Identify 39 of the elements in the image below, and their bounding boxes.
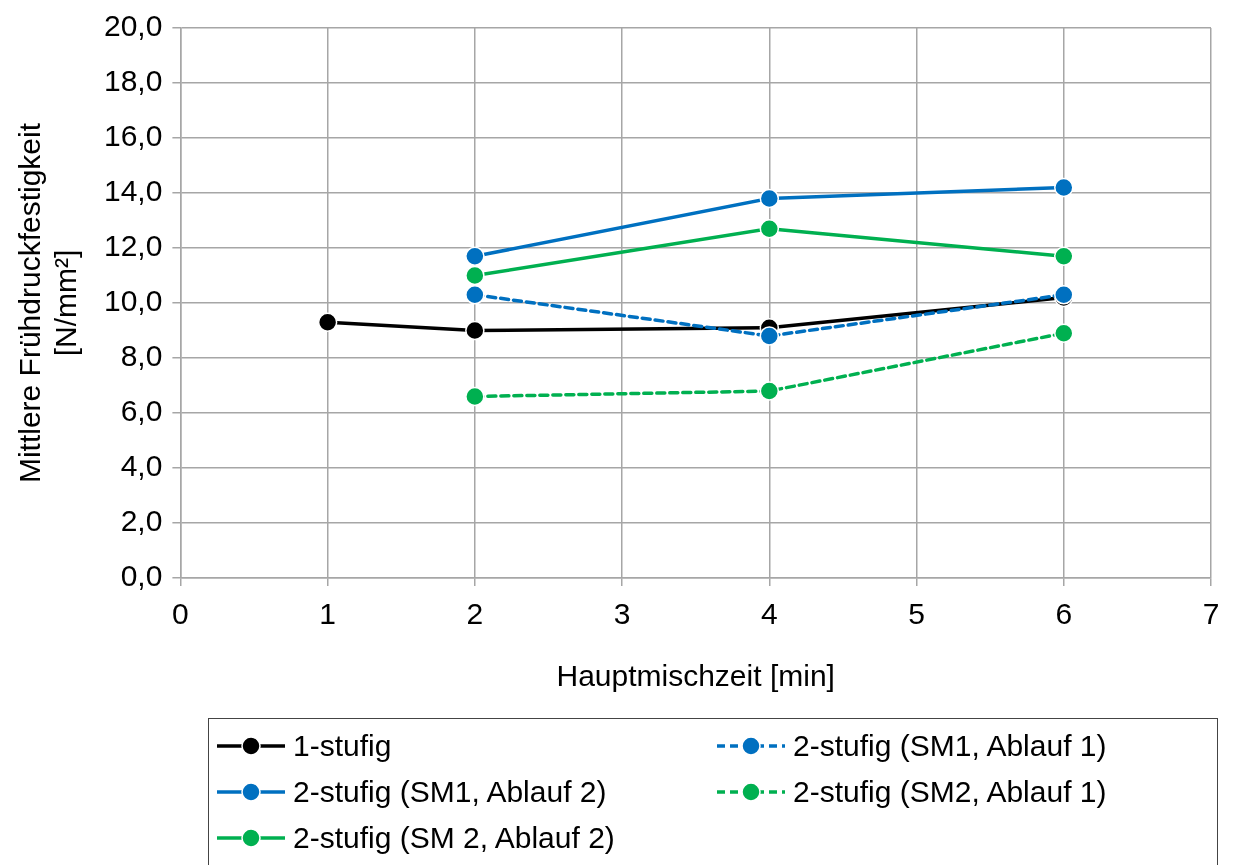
- y-tick-label: 14,0: [104, 174, 163, 208]
- x-tick-label: 7: [1202, 597, 1220, 631]
- y-tick-label: 4,0: [120, 449, 163, 483]
- point: [317, 312, 338, 332]
- point: [1054, 323, 1074, 343]
- point: [465, 320, 485, 341]
- legend-label: 2-stufig (SM1, Ablauf 1): [793, 729, 1107, 763]
- point: [465, 265, 485, 286]
- point: [1054, 246, 1074, 266]
- y-tick-label: 20,0: [104, 9, 163, 43]
- point: [759, 188, 780, 209]
- y-tick-label: 12,0: [104, 229, 163, 263]
- x-tick-label: 4: [760, 597, 778, 631]
- y-tick-label: 2,0: [120, 504, 163, 538]
- x-tick-label: 2: [466, 597, 484, 631]
- y-tick-label: 18,0: [104, 64, 163, 98]
- y-tick-label: 6,0: [120, 394, 163, 428]
- x-tick-label: 0: [172, 597, 189, 631]
- point: [465, 386, 485, 407]
- legend-label: 2-stufig (SM 2, Ablauf 2): [293, 821, 615, 855]
- point: [465, 285, 485, 305]
- y-tick-label: 16,0: [104, 119, 163, 153]
- legend-label: 2-stufig (SM1, Ablauf 2): [293, 775, 607, 809]
- y-axis-title: Mittlere Frühdruckfestigkeit [N/mm²]: [13, 122, 83, 484]
- x-tick-label: 5: [908, 597, 925, 631]
- x-axis-title: Hauptmischzeit [min]: [556, 659, 835, 693]
- x-tick-label: 1: [319, 597, 336, 631]
- point: [759, 326, 780, 346]
- x-tick-label: 3: [613, 597, 631, 631]
- point: [759, 219, 780, 239]
- x-tick-label: 6: [1055, 597, 1073, 631]
- legend-label: 2-stufig (SM2, Ablauf 1): [793, 775, 1107, 809]
- y-tick-label: 10,0: [104, 284, 163, 318]
- point: [1054, 177, 1074, 198]
- legend-label: 1-stufig: [293, 729, 392, 763]
- point: [465, 246, 485, 266]
- y-tick-label: 8,0: [120, 339, 163, 373]
- point: [759, 381, 780, 401]
- y-tick-label: 0,0: [120, 559, 163, 593]
